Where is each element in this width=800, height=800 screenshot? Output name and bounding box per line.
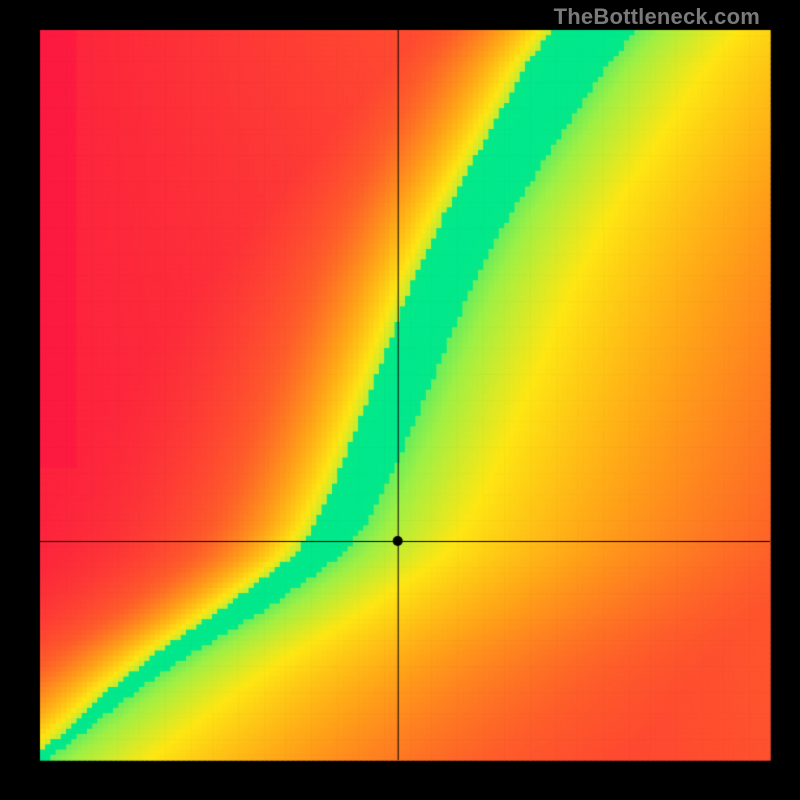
watermark-text: TheBottleneck.com [554,4,760,30]
heatmap-canvas [0,0,800,800]
